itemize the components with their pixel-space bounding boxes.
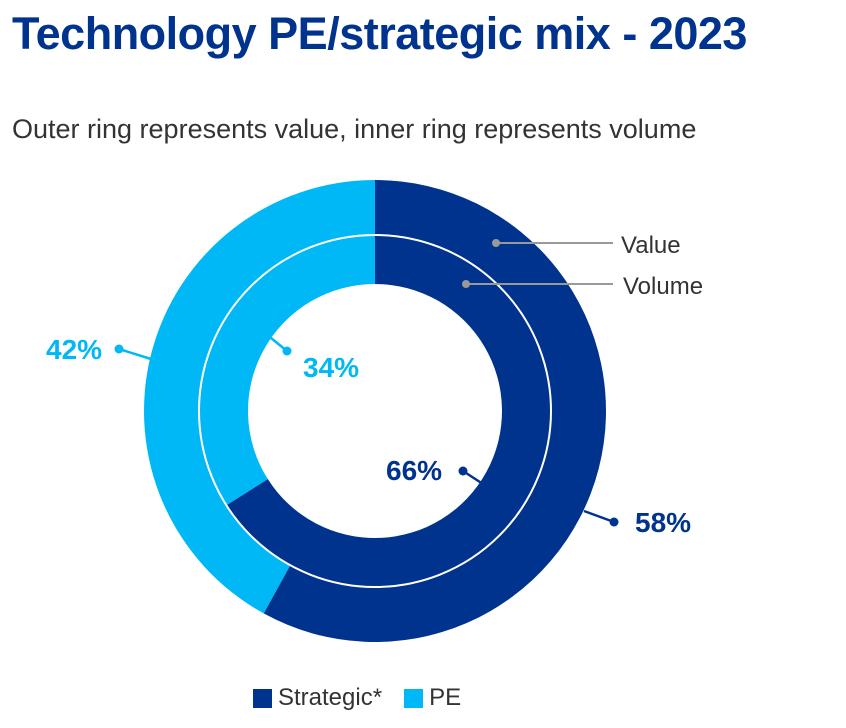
chart-subtitle: Outer ring represents value, inner ring … (12, 114, 697, 144)
leader-dot-value (492, 239, 500, 247)
legend-item-strategic: Strategic* (253, 684, 382, 712)
data-label-outer-strategic: 58% (635, 507, 691, 538)
data-label-leader-outer-pe (118, 347, 152, 361)
slice-inner-pe (199, 235, 375, 506)
data-label-leader-outer-strategic (583, 509, 615, 524)
data-label-dot-inner-pe (282, 346, 292, 356)
data-label-dot-outer-pe (114, 344, 124, 354)
legend-swatch-pe (404, 688, 424, 708)
data-label-dot-outer-strategic (609, 517, 619, 527)
leader-dot-volume (462, 280, 470, 288)
data-label-dot-inner-strategic (458, 466, 468, 476)
data-label-leader-inner-strategic (462, 469, 487, 488)
data-label-inner-pe: 34% (303, 352, 359, 383)
ring-label-volume: Volume (623, 273, 703, 300)
legend-item-pe: PE (404, 684, 461, 712)
slice-outer-strategic (263, 180, 607, 642)
slice-inner-strategic (226, 235, 552, 588)
slice-outer-pe (144, 180, 375, 614)
legend-label-strategic: Strategic* (278, 684, 383, 711)
legend: Strategic* PE (253, 684, 483, 712)
ring-separator (198, 234, 552, 588)
data-label-outer-pe: 42% (46, 334, 102, 365)
ring-label-value: Value (621, 232, 681, 259)
data-label-inner-strategic: 66% (386, 455, 442, 486)
legend-label-pe: PE (429, 684, 462, 711)
legend-swatch-strategic (253, 688, 272, 708)
chart-title: Technology PE/strategic mix - 2023 (12, 8, 747, 59)
